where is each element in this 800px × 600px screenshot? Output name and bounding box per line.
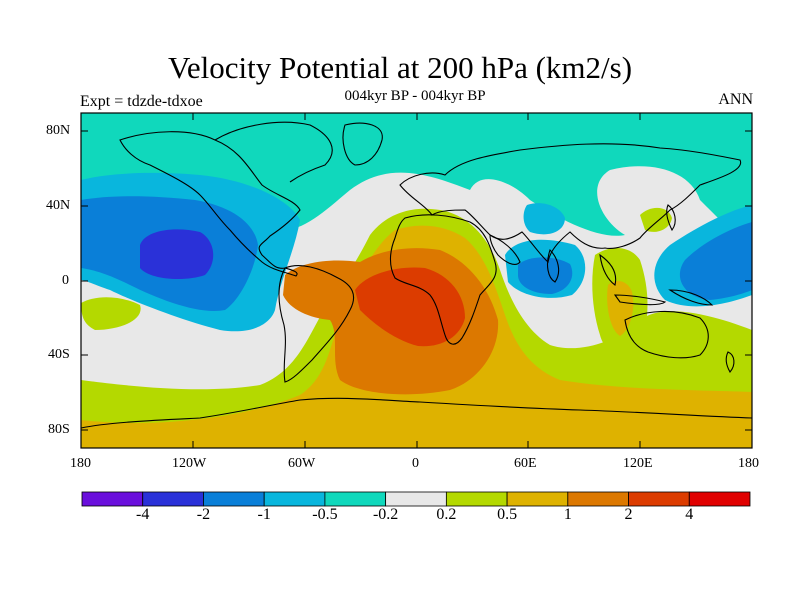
lon-tick-0: 0 <box>412 456 419 471</box>
lon-tick-120e: 120E <box>623 456 653 471</box>
lon-tick-60w: 60W <box>288 456 316 471</box>
colorbar-swatch <box>628 491 690 507</box>
green-patch-eastasia <box>640 207 672 232</box>
colorbar-swatch <box>385 491 447 507</box>
plot-subtitle: 004kyr BP - 004kyr BP <box>344 88 486 104</box>
colorbar-swatch <box>567 491 629 507</box>
colorbar-label: -0.5 <box>312 506 338 523</box>
plot-title: Velocity Potential at 200 hPa (km2/s) <box>167 50 633 85</box>
colorbar-swatch <box>263 491 326 507</box>
lat-tick-80s: 80S <box>48 422 70 437</box>
colorbar-swatch <box>506 491 569 507</box>
colorbar-swatch <box>81 491 144 507</box>
colorbar <box>81 491 751 507</box>
blue-region-east <box>679 222 752 300</box>
colorbar-label: 2 <box>624 506 633 523</box>
green-patch-southpacific <box>81 297 141 330</box>
teal-band-north <box>81 113 752 260</box>
axis-ticks <box>81 113 752 448</box>
colorbar-swatch <box>688 491 751 507</box>
cyan-region-asia <box>523 203 565 235</box>
colorbar-label: -1 <box>257 506 271 523</box>
colorbar-label: 0.5 <box>497 506 518 523</box>
experiment-label: Expt = tdzde-tdxoe <box>80 93 203 110</box>
lon-tick-60e: 60E <box>514 456 537 471</box>
lat-tick-0: 0 <box>62 273 69 288</box>
lon-tick-120w: 120W <box>172 456 207 471</box>
colorbar-swatch <box>324 491 387 507</box>
darkblue-core-pacific <box>140 229 214 280</box>
colorbar-swatch <box>142 491 204 507</box>
colorbar-label: -0.2 <box>372 506 399 523</box>
lat-tick-40n: 40N <box>46 198 71 213</box>
redorange-core-africa <box>355 267 465 347</box>
yellow-patch-indonesia <box>607 280 634 336</box>
colorbar-label: -2 <box>196 506 211 523</box>
colorbar-swatch <box>203 491 265 507</box>
colorbar-label: 0.2 <box>436 506 457 523</box>
colorbar-label: 1 <box>563 506 572 523</box>
lon-tick-180w: 180 <box>70 456 91 471</box>
contour-field <box>81 113 752 448</box>
coastlines <box>81 121 752 429</box>
lat-tick-40s: 40S <box>48 347 70 362</box>
colorbar-label: -4 <box>136 506 150 523</box>
lat-tick-80n: 80N <box>46 123 71 138</box>
season-label: ANN <box>718 91 753 108</box>
colorbar-label: 4 <box>685 506 694 523</box>
colorbar-swatch <box>445 491 508 507</box>
lon-tick-180e: 180 <box>738 456 759 471</box>
